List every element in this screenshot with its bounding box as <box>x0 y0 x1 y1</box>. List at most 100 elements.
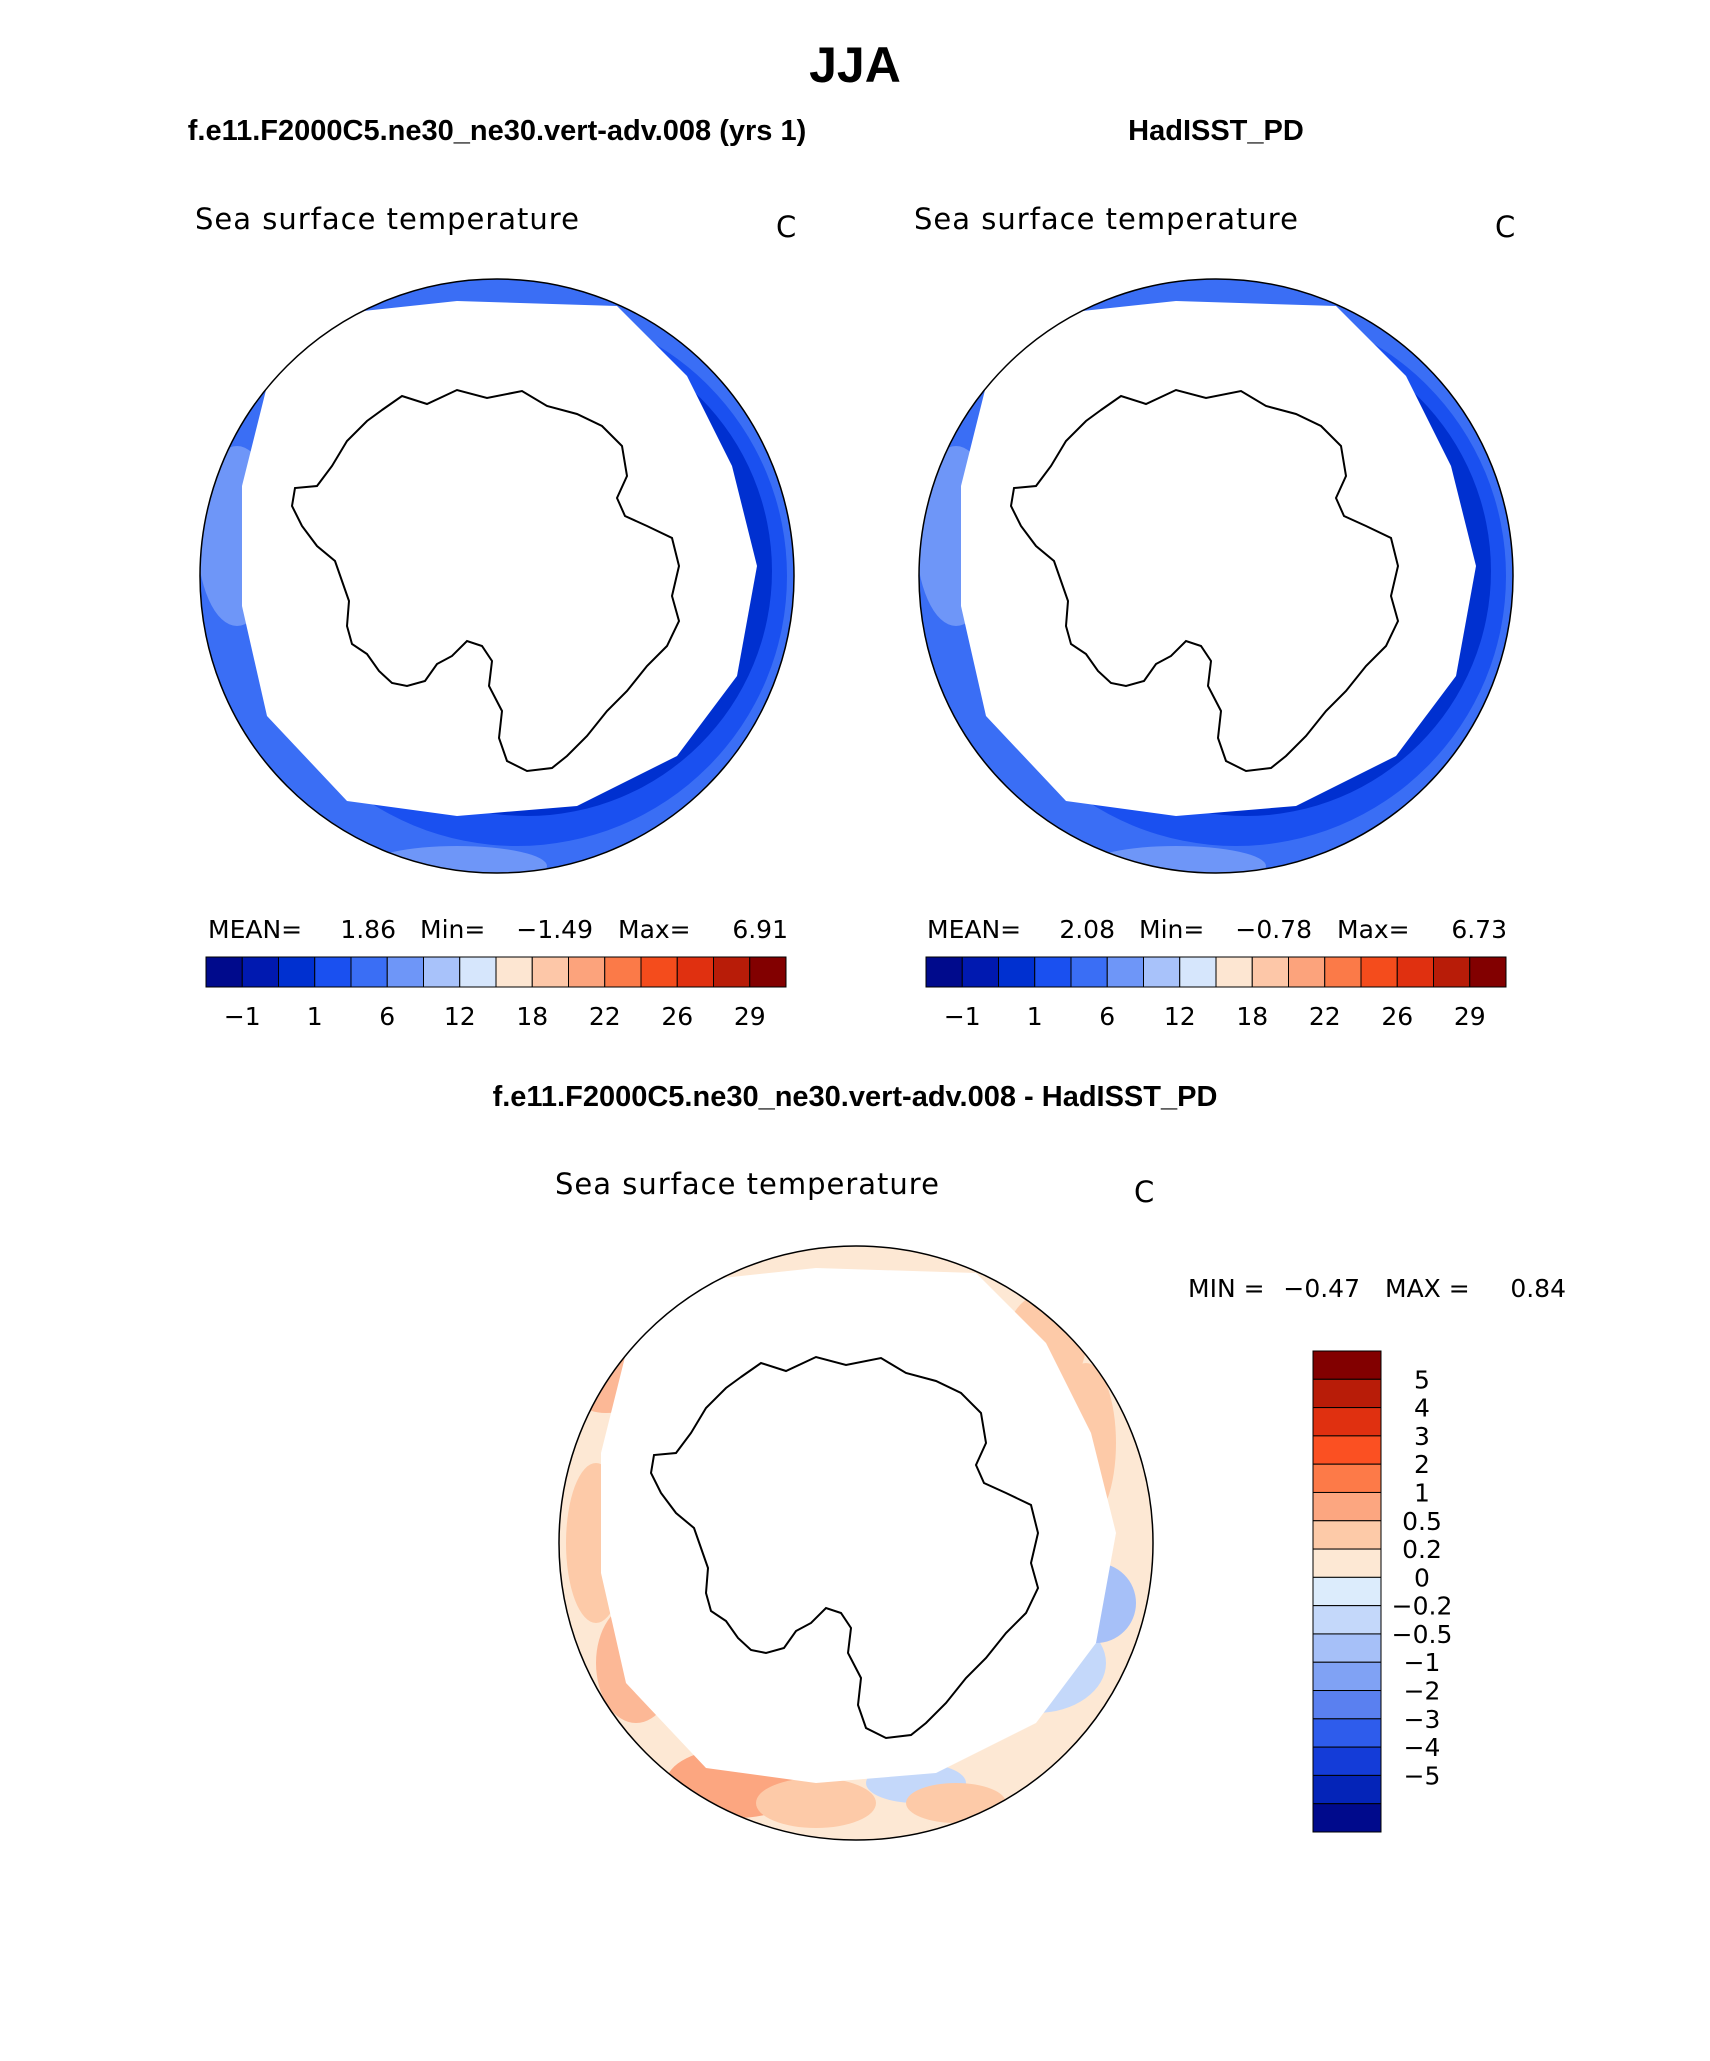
model-colorbar-swatch <box>423 956 461 988</box>
panel-model-heading: f.e11.F2000C5.ne30_ne30.vert-adv.008 (yr… <box>188 115 807 147</box>
diff-colorbar-swatch <box>1312 1548 1382 1578</box>
model-colorbar-tick-label: −1 <box>224 1002 261 1031</box>
diff-colorbar-label: 3 <box>1414 1422 1430 1451</box>
obs-stat-mean: 2.08 <box>1059 915 1115 944</box>
obs-colorbar-swatch <box>1215 956 1253 988</box>
model-colorbar-swatch <box>278 956 316 988</box>
model-colorbar-tick-label: 22 <box>589 1002 621 1031</box>
obs-map <box>919 279 1513 873</box>
obs-colorbar-swatch <box>1324 956 1362 988</box>
diff-stat-min-label: MIN = <box>1188 1274 1265 1303</box>
diff-colorbar-label: 5 <box>1414 1365 1430 1394</box>
diff-colorbar-swatch <box>1312 1350 1382 1380</box>
obs-variable-label: Sea surface temperature <box>914 202 1299 236</box>
model-colorbar-swatch <box>713 956 751 988</box>
obs-colorbar-swatch <box>1143 956 1181 988</box>
obs-colorbar-swatch <box>1433 956 1471 988</box>
model-stat-mean: 1.86 <box>340 915 396 944</box>
diff-colorbar-swatch <box>1312 1463 1382 1493</box>
obs-colorbar-swatch <box>1469 956 1507 988</box>
model-stat-min-label: Min= <box>420 915 485 944</box>
obs-colorbar-swatch <box>1251 956 1289 988</box>
diff-colorbar-label: 1 <box>1414 1478 1430 1507</box>
page-title: JJA <box>809 37 901 93</box>
diff-colorbar-label: −3 <box>1404 1705 1441 1734</box>
model-colorbar-swatch <box>495 956 533 988</box>
diff-colorbar-label: −1 <box>1404 1648 1441 1677</box>
model-colorbar-swatch <box>531 956 569 988</box>
diff-colorbar-swatch <box>1312 1520 1382 1550</box>
diff-colorbar-swatch <box>1312 1576 1382 1607</box>
diff-colorbar-swatch <box>1312 1690 1382 1720</box>
obs-colorbar-tick-label: 29 <box>1454 1002 1486 1031</box>
obs-colorbar-tick-label: 12 <box>1164 1002 1196 1031</box>
obs-colorbar-swatch <box>998 956 1036 988</box>
model-colorbar-swatch <box>568 956 606 988</box>
model-stat-mean-label: MEAN= <box>208 915 302 944</box>
obs-colorbar-swatch <box>1288 956 1326 988</box>
obs-units-label: C <box>1495 210 1515 244</box>
model-units-label: C <box>776 210 796 244</box>
obs-colorbar-swatch <box>1070 956 1108 988</box>
diff-stat-min: −0.47 <box>1283 1274 1360 1303</box>
model-colorbar-swatch <box>676 956 714 988</box>
model-colorbar-tick-label: 12 <box>444 1002 476 1031</box>
ocean-band <box>367 846 547 873</box>
obs-map-border <box>918 278 1514 874</box>
obs-colorbar-tick-label: −1 <box>944 1002 981 1031</box>
diff-colorbar-swatch <box>1312 1661 1382 1692</box>
obs-colorbar-swatch <box>1360 956 1398 988</box>
diff-colorbar-label: −4 <box>1404 1733 1441 1762</box>
obs-colorbar-swatch <box>1179 956 1217 988</box>
diff-units-label: C <box>1134 1175 1154 1209</box>
obs-colorbar-swatch <box>1396 956 1434 988</box>
anomaly-patch <box>906 1783 1006 1823</box>
obs-stat-min: −0.78 <box>1235 915 1312 944</box>
obs-colorbar-swatch <box>1034 956 1072 988</box>
diff-colorbar-label: −0.2 <box>1392 1592 1453 1621</box>
model-stat-max-label: Max= <box>618 915 691 944</box>
model-colorbar-swatch <box>749 956 787 988</box>
obs-colorbar-tick-label: 22 <box>1309 1002 1341 1031</box>
diff-colorbar-label: −2 <box>1404 1677 1441 1706</box>
diff-colorbar-swatch <box>1312 1718 1382 1748</box>
model-colorbar-tick-label: 29 <box>734 1002 766 1031</box>
diff-colorbar-swatch <box>1312 1633 1382 1663</box>
model-colorbar-swatch <box>350 956 388 988</box>
ocean-band <box>1086 846 1266 873</box>
model-colorbar-swatch <box>241 956 279 988</box>
sea-ice-mask <box>961 301 1476 816</box>
diff-colorbar-swatch <box>1312 1746 1382 1776</box>
obs-colorbar-tick-label: 6 <box>1099 1002 1115 1031</box>
diff-map <box>559 1246 1153 1840</box>
obs-stat-min-label: Min= <box>1139 915 1204 944</box>
obs-stat-max: 6.73 <box>1451 915 1507 944</box>
diff-colorbar-swatch <box>1312 1378 1382 1409</box>
model-map <box>200 279 794 873</box>
diff-colorbar-label: −0.5 <box>1392 1620 1453 1649</box>
model-colorbar-swatch <box>386 956 424 988</box>
obs-stat-mean-label: MEAN= <box>927 915 1021 944</box>
model-colorbar-tick-label: 6 <box>379 1002 395 1031</box>
model-map-border <box>199 278 795 874</box>
obs-colorbar-tick-label: 18 <box>1236 1002 1268 1031</box>
obs-colorbar-swatch <box>1106 956 1144 988</box>
sea-ice-mask <box>242 301 757 816</box>
panel-diff-heading: f.e11.F2000C5.ne30_ne30.vert-adv.008 - H… <box>493 1081 1218 1113</box>
model-colorbar-swatch <box>314 956 352 988</box>
diff-colorbar-swatch <box>1312 1803 1382 1833</box>
diff-variable-label: Sea surface temperature <box>555 1167 940 1201</box>
model-variable-label: Sea surface temperature <box>195 202 580 236</box>
panel-obs-heading: HadISST_PD <box>1128 115 1304 147</box>
model-colorbar-tick-label: 26 <box>661 1002 693 1031</box>
model-colorbar-tick-label: 1 <box>307 1002 323 1031</box>
diff-colorbar-swatch <box>1312 1435 1382 1465</box>
model-stat-max: 6.91 <box>732 915 788 944</box>
anomaly-patch <box>756 1778 876 1828</box>
diff-colorbar-label: −5 <box>1404 1761 1441 1790</box>
diff-colorbar-swatch <box>1312 1407 1382 1437</box>
obs-stat-max-label: Max= <box>1337 915 1410 944</box>
obs-colorbar-tick-label: 26 <box>1381 1002 1413 1031</box>
model-colorbar-tick-label: 18 <box>516 1002 548 1031</box>
